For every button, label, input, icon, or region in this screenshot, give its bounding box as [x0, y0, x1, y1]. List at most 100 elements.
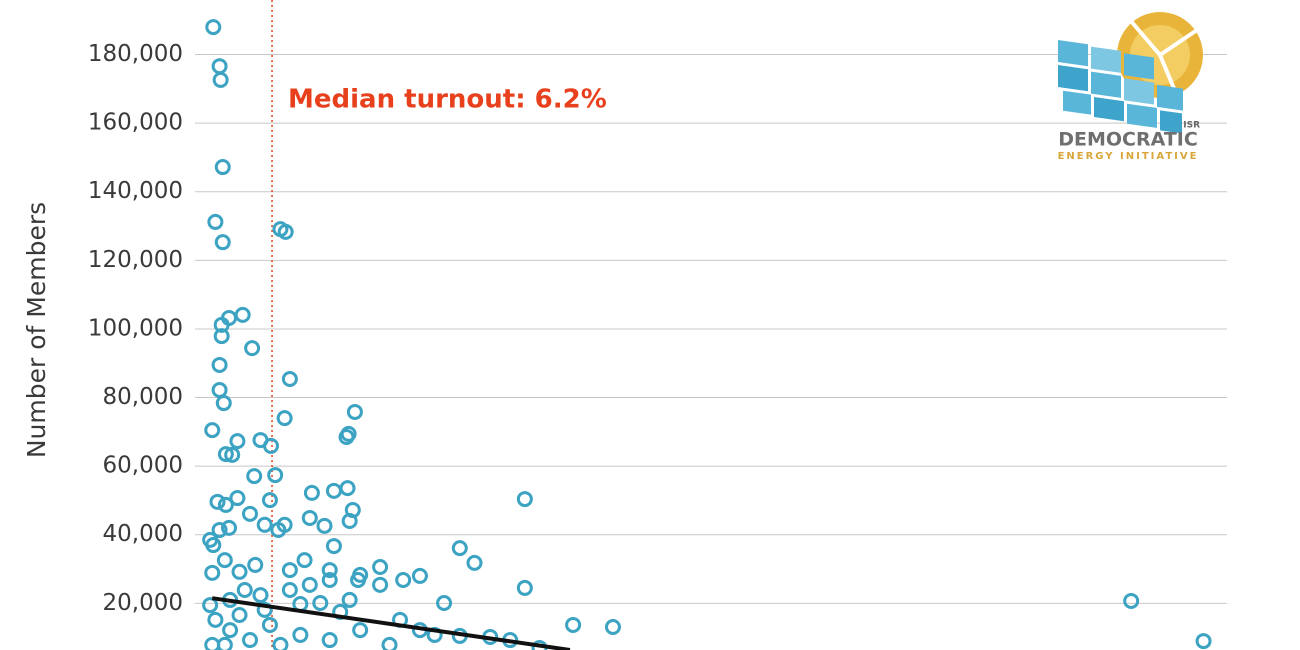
points: [202, 19, 1212, 650]
point: [204, 422, 221, 439]
point: [316, 517, 333, 534]
point: [267, 467, 284, 484]
y-tick-label: 20,000: [103, 590, 183, 616]
y-tick-label: 100,000: [88, 315, 183, 341]
point: [296, 552, 313, 569]
y-tick-label: 140,000: [88, 178, 183, 204]
point: [466, 554, 483, 571]
y-tick-label: 40,000: [103, 521, 183, 547]
point: [372, 558, 389, 575]
point: [234, 306, 251, 323]
point: [341, 513, 358, 530]
point: [236, 581, 253, 598]
point: [229, 433, 246, 450]
point: [436, 595, 453, 612]
point: [276, 410, 293, 427]
point: [204, 636, 221, 650]
point: [451, 540, 468, 557]
point: [395, 572, 412, 589]
point: [247, 556, 264, 573]
point: [341, 591, 358, 608]
logo: ISR DEMOCRATIC ENERGY INITIATIVE: [1058, 12, 1203, 162]
point: [516, 579, 533, 596]
y-tick-label: 120,000: [88, 247, 183, 273]
point: [211, 521, 228, 538]
point: [277, 223, 294, 240]
point: [205, 537, 222, 554]
logo-tagline: ENERGY INITIATIVE: [1058, 151, 1199, 162]
point: [229, 490, 246, 507]
point: [292, 626, 309, 643]
point: [217, 446, 234, 463]
point: [246, 468, 263, 485]
point: [209, 493, 226, 510]
point: [211, 58, 228, 75]
point: [256, 516, 273, 533]
point: [213, 316, 230, 333]
point: [340, 425, 357, 442]
point: [301, 509, 318, 526]
point: [1123, 592, 1140, 609]
point: [231, 607, 248, 624]
point: [222, 622, 239, 639]
trend-line: [211, 596, 571, 650]
point: [303, 484, 320, 501]
point: [301, 576, 318, 593]
point: [312, 595, 329, 612]
point: [411, 567, 428, 584]
point: [346, 403, 363, 420]
y-axis-label: Number of Members: [22, 202, 51, 458]
point: [516, 491, 533, 508]
point: [242, 505, 259, 522]
point: [231, 563, 248, 580]
point: [261, 616, 278, 633]
point: [202, 597, 219, 614]
point: [256, 601, 273, 618]
y-tick-label: 160,000: [88, 110, 183, 136]
point: [215, 395, 232, 412]
point: [1195, 633, 1212, 650]
point: [321, 572, 338, 589]
point: [204, 564, 221, 581]
point: [207, 611, 224, 628]
point: [207, 213, 224, 230]
point: [352, 622, 369, 639]
point: [281, 371, 298, 388]
point: [604, 619, 621, 636]
point: [221, 519, 238, 536]
point: [321, 562, 338, 579]
point: [216, 552, 233, 569]
y-tick-label: 60,000: [103, 453, 183, 479]
point: [214, 159, 231, 176]
logo-panels: [1058, 40, 1183, 134]
logo-name: DEMOCRATIC: [1058, 129, 1198, 151]
median-annotation: Median turnout: 6.2%: [288, 85, 607, 115]
point: [217, 496, 234, 513]
point: [350, 572, 367, 589]
point: [321, 632, 338, 649]
point: [242, 632, 259, 649]
point: [381, 636, 398, 650]
point: [213, 328, 230, 345]
point: [281, 581, 298, 598]
point: [281, 562, 298, 579]
point: [216, 636, 233, 650]
logo-small-text: ISR: [1183, 121, 1200, 131]
point: [205, 19, 222, 36]
point: [261, 492, 278, 509]
point: [244, 340, 261, 357]
point: [325, 538, 342, 555]
point: [212, 71, 229, 88]
point: [372, 576, 389, 593]
point: [325, 482, 342, 499]
point: [211, 382, 228, 398]
y-tick-label: 180,000: [88, 41, 183, 67]
point: [224, 446, 241, 463]
point: [211, 356, 228, 373]
y-tick-label: 80,000: [103, 384, 183, 410]
point: [214, 234, 231, 251]
point: [252, 587, 269, 604]
point: [272, 636, 289, 650]
point: [276, 516, 293, 533]
